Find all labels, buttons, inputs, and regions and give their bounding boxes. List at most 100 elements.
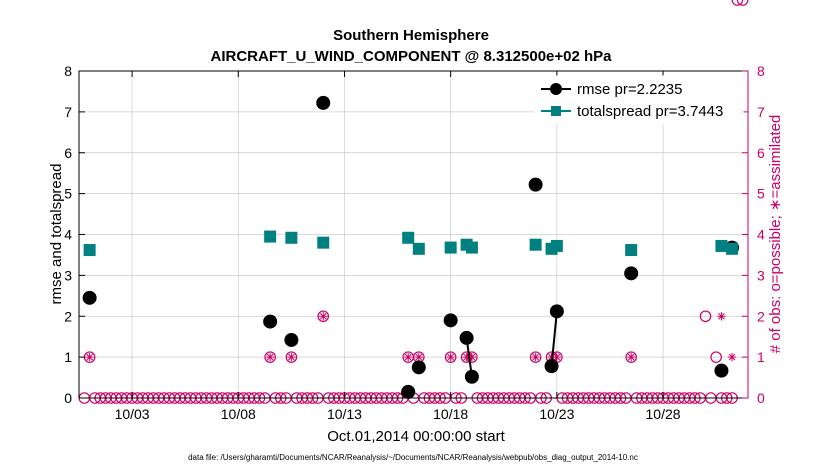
- obs-assimilated-stroke: [404, 353, 412, 361]
- obs-assimilated-stroke: [447, 353, 454, 361]
- chart-title: Southern Hemisphere: [333, 27, 489, 44]
- y2-tick-label: 6: [757, 145, 765, 161]
- obs-assimilated-stroke: [319, 312, 327, 320]
- obs-assimilated-stroke: [86, 353, 93, 361]
- rmse-point: [464, 369, 479, 384]
- totalspread-point: [625, 244, 638, 257]
- rmse-point: [82, 290, 97, 305]
- x-tick-label: 10/18: [433, 406, 468, 422]
- x-tick-label: 10/28: [646, 406, 681, 422]
- y2-tick-label: 1: [757, 349, 765, 365]
- y-tick-label: 1: [64, 349, 72, 365]
- y2-tick-label: 8: [757, 63, 765, 79]
- obs-possible-marker: [710, 351, 722, 363]
- obs-assimilated-marker: [717, 312, 726, 321]
- y2-axis-label: # of obs: o=possible; ∗=assimilated: [767, 115, 784, 354]
- totalspread-point: [715, 239, 728, 252]
- y-tick-label: 8: [64, 63, 72, 79]
- totalspread-point: [264, 230, 277, 243]
- legend-rmse-marker: [550, 83, 562, 95]
- obs-assimilated-marker: [531, 352, 540, 362]
- legend-box: [534, 75, 744, 125]
- obs-assimilated-marker: [85, 352, 94, 362]
- x-tick-label: 10/08: [221, 406, 256, 422]
- y-tick-label: 4: [64, 227, 72, 243]
- obs-assimilated-marker: [319, 312, 328, 321]
- x-tick-label: 10/13: [327, 406, 362, 422]
- obs-assimilated-marker: [446, 352, 455, 362]
- rmse-point: [549, 304, 564, 319]
- obs-possible-marker: [285, 351, 298, 363]
- obs-possible-marker: [731, 0, 744, 6]
- y2-tick-label: 0: [757, 390, 765, 406]
- obs-possible-marker: [625, 351, 637, 363]
- obs-assimilated-stroke: [266, 353, 274, 361]
- totalspread-point: [317, 236, 330, 249]
- obs-assimilated-marker: [552, 352, 562, 362]
- tick-layer: 10/03 10/08 10/13 10/18 10/23 10/28 0 0 1 1 2 2 3 3 4 4…: [64, 63, 765, 422]
- obs-assimilated-marker: [727, 352, 737, 362]
- totalspread-point: [529, 238, 542, 251]
- chart-subtitle: AIRCRAFT_U_WIND_COMPONENT @ 8.312500e+02…: [211, 48, 613, 65]
- rmse-point: [316, 95, 331, 110]
- legend-totalspread-marker: [551, 106, 561, 116]
- obs-possible-marker: [264, 351, 276, 363]
- totalspread-point: [465, 241, 478, 254]
- y-tick-label: 0: [64, 390, 72, 406]
- obs-possible-marker: [736, 0, 749, 6]
- totalspread-point: [402, 231, 415, 244]
- y-tick-label: 6: [64, 145, 72, 161]
- y-tick-label: 7: [64, 104, 72, 120]
- y-tick-label: 3: [64, 267, 72, 283]
- y2-tick-label: 4: [757, 227, 765, 243]
- rmse-point: [624, 266, 639, 281]
- y2-tick-label: 7: [757, 104, 765, 120]
- obs-assimilated-marker: [287, 352, 296, 362]
- y-axis-label: rmse and totalspread: [48, 164, 65, 305]
- obs-assimilated-stroke: [288, 353, 295, 361]
- rmse-point: [263, 314, 278, 329]
- obs-assimilated-stroke: [718, 312, 725, 320]
- rmse-point: [528, 177, 543, 192]
- rmse-point: [401, 384, 416, 399]
- rmse-point: [411, 360, 426, 375]
- y-tick-label: 5: [64, 186, 72, 202]
- obs-assimilated-marker: [265, 352, 275, 362]
- obs-assimilated-stroke: [728, 353, 736, 361]
- legend-totalspread-label: totalspread pr=3.7443: [577, 103, 723, 120]
- obs-assimilated-stroke: [627, 353, 635, 361]
- rmse-point: [284, 332, 299, 347]
- y-tick-label: 2: [64, 308, 72, 324]
- rmse-point: [714, 363, 729, 378]
- obs-possible-marker: [529, 351, 542, 363]
- data-file-footer: data file: /Users/gharamti/Documents/NCA…: [188, 453, 638, 462]
- obs-assimilated-marker: [403, 352, 413, 362]
- totalspread-point: [726, 242, 739, 255]
- x-tick-label: 10/03: [115, 406, 150, 422]
- obs-assimilated-marker: [626, 352, 636, 362]
- obs-assimilated-stroke: [415, 353, 423, 361]
- totalspread-point: [285, 231, 298, 244]
- obs-possible-marker: [444, 351, 457, 363]
- y2-tick-label: 2: [757, 308, 765, 324]
- rmse-line-segment: [550, 311, 558, 367]
- obs-assimilated-marker: [414, 352, 424, 362]
- y2-tick-label: 5: [757, 186, 765, 202]
- legend-rmse-label: rmse pr=2.2235: [577, 81, 682, 98]
- x-axis-label: Oct.01,2014 00:00:00 start: [327, 428, 505, 445]
- rmse-point: [443, 313, 458, 328]
- obs-assimilated-stroke: [553, 353, 561, 361]
- obs-possible-marker: [317, 310, 330, 323]
- totalspread-point: [412, 242, 425, 255]
- rmse-point: [544, 359, 559, 374]
- x-tick-label: 10/23: [539, 406, 574, 422]
- totalspread-point: [444, 241, 457, 254]
- legend: rmse pr=2.2235 totalspread pr=3.7443: [534, 75, 744, 125]
- totalspread-point: [83, 244, 96, 257]
- series-layer: [82, 95, 740, 399]
- y2-tick-label: 3: [757, 267, 765, 283]
- totalspread-point: [550, 239, 563, 252]
- obs-assimilated-stroke: [532, 353, 539, 361]
- obs-possible-marker: [699, 310, 712, 323]
